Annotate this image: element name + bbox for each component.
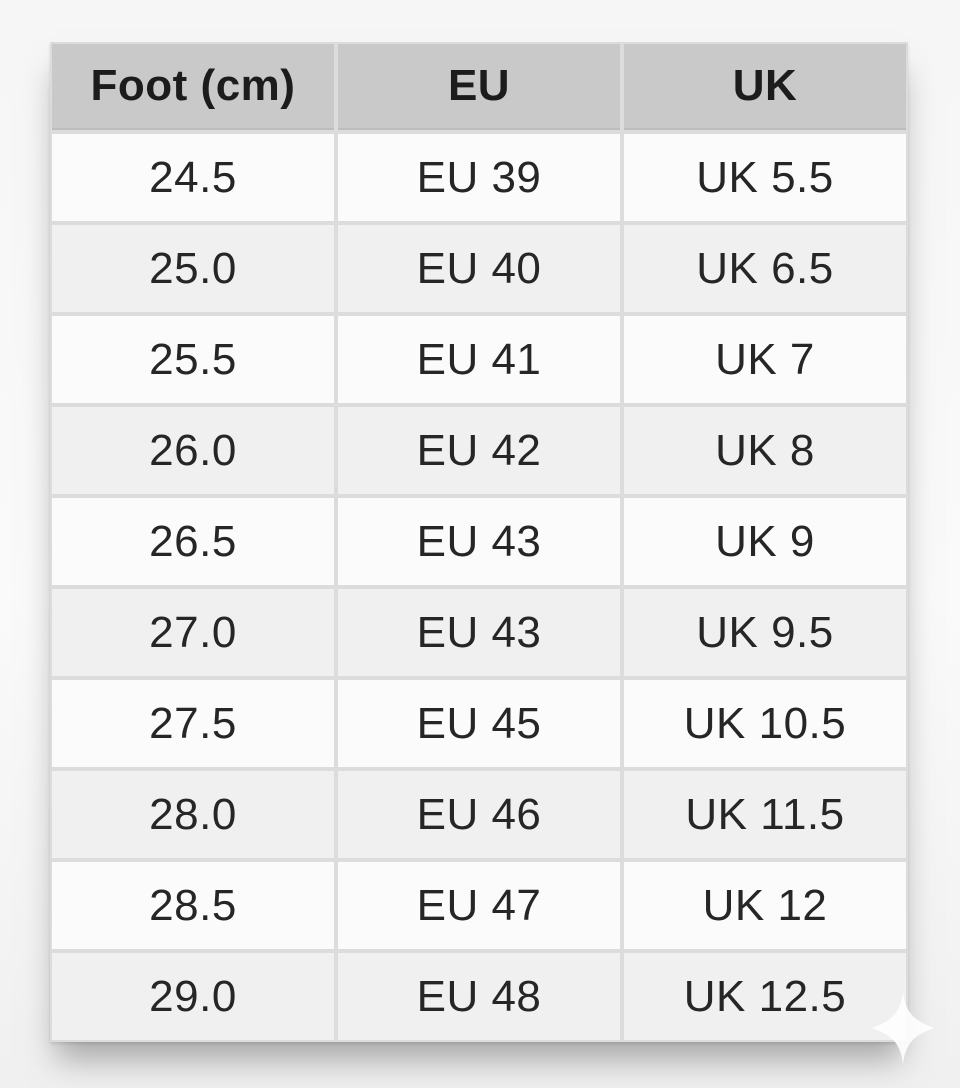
sparkle-watermark-icon <box>872 992 934 1064</box>
cell-uk-size: UK 6.5 <box>624 225 906 312</box>
cell-uk-size: UK 9.5 <box>624 589 906 676</box>
cell-eu-size: EU 45 <box>338 680 620 767</box>
column-header-uk: UK <box>624 44 906 130</box>
cell-uk-size: UK 12.5 <box>624 953 906 1040</box>
cell-foot-cm: 25.0 <box>52 225 334 312</box>
cell-foot-cm: 24.5 <box>52 134 334 221</box>
cell-foot-cm: 28.0 <box>52 771 334 858</box>
cell-uk-size: UK 5.5 <box>624 134 906 221</box>
cell-eu-size: EU 43 <box>338 498 620 585</box>
cell-uk-size: UK 8 <box>624 407 906 494</box>
cell-foot-cm: 27.0 <box>52 589 334 676</box>
cell-foot-cm: 26.0 <box>52 407 334 494</box>
cell-uk-size: UK 9 <box>624 498 906 585</box>
cell-uk-size: UK 11.5 <box>624 771 906 858</box>
cell-eu-size: EU 39 <box>338 134 620 221</box>
cell-eu-size: EU 40 <box>338 225 620 312</box>
cell-eu-size: EU 42 <box>338 407 620 494</box>
shoe-size-conversion-table: Foot (cm) EU UK 24.5 EU 39 UK 5.5 25.0 E… <box>50 42 908 1042</box>
cell-foot-cm: 26.5 <box>52 498 334 585</box>
column-header-eu: EU <box>338 44 620 130</box>
cell-foot-cm: 29.0 <box>52 953 334 1040</box>
cell-foot-cm: 28.5 <box>52 862 334 949</box>
cell-eu-size: EU 47 <box>338 862 620 949</box>
cell-uk-size: UK 12 <box>624 862 906 949</box>
cell-uk-size: UK 7 <box>624 316 906 403</box>
cell-eu-size: EU 46 <box>338 771 620 858</box>
cell-foot-cm: 27.5 <box>52 680 334 767</box>
cell-eu-size: EU 43 <box>338 589 620 676</box>
cell-uk-size: UK 10.5 <box>624 680 906 767</box>
cell-eu-size: EU 41 <box>338 316 620 403</box>
cell-eu-size: EU 48 <box>338 953 620 1040</box>
column-header-foot-cm: Foot (cm) <box>52 44 334 130</box>
cell-foot-cm: 25.5 <box>52 316 334 403</box>
